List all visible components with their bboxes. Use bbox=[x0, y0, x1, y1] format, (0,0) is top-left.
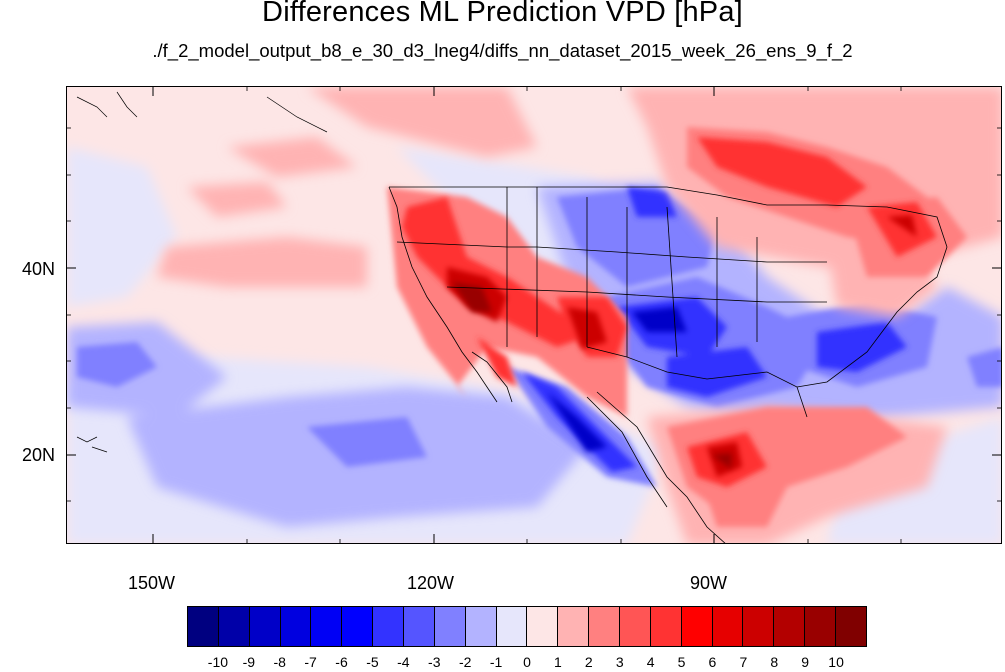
colorbar-swatch bbox=[712, 607, 744, 646]
colorbar-swatch bbox=[434, 607, 466, 646]
colorbar-tick-label: 4 bbox=[646, 654, 655, 670]
colorbar-swatch bbox=[188, 607, 219, 646]
colorbar-tick-label: 10 bbox=[828, 654, 844, 670]
vpd-difference-field bbox=[67, 87, 1001, 543]
colorbar-tick-label: -9 bbox=[242, 654, 256, 670]
colorbar-swatch bbox=[465, 607, 497, 646]
colorbar-swatch bbox=[311, 607, 343, 646]
colorbar-swatch bbox=[342, 607, 374, 646]
colorbar-tick-label: -1 bbox=[489, 654, 503, 670]
colorbar-tick-label: -7 bbox=[304, 654, 317, 670]
colorbar-swatch bbox=[620, 607, 651, 646]
colorbar-swatch bbox=[373, 607, 405, 646]
colorbar-tick-label: 6 bbox=[708, 654, 717, 670]
colorbar-tick-label: -8 bbox=[273, 654, 286, 670]
colorbar-tick-label: -2 bbox=[458, 654, 472, 670]
colorbar-swatch bbox=[280, 607, 312, 646]
colorbar-swatch bbox=[218, 607, 250, 646]
lon-label-120w: 120W bbox=[407, 573, 455, 593]
lon-label-90w: 90W bbox=[690, 573, 728, 593]
lon-label-150w: 150W bbox=[128, 573, 176, 593]
colorbar-tick-label: 8 bbox=[770, 654, 779, 670]
colorbar-swatch bbox=[774, 607, 806, 646]
lat-label-40n: 40N bbox=[22, 259, 56, 279]
colorbar-tick-label: 5 bbox=[677, 654, 686, 670]
colorbar-tick-label: -6 bbox=[335, 654, 348, 670]
coastline-overlay bbox=[388, 186, 948, 543]
colorbar-swatch bbox=[743, 607, 775, 646]
colorbar-tick-label: -10 bbox=[207, 654, 229, 670]
colorbar-tick-label: -5 bbox=[366, 654, 379, 670]
colorbar-tick-label: 0 bbox=[523, 654, 531, 670]
colorbar-swatch bbox=[650, 607, 682, 646]
colorbar-swatch bbox=[404, 607, 435, 646]
plot-title: Differences ML Prediction VPD [hPa] bbox=[262, 0, 743, 28]
colorbar-tick-label: 9 bbox=[801, 654, 810, 670]
colorbar-tick-label: -4 bbox=[397, 654, 410, 670]
colorbar-swatch bbox=[836, 607, 866, 646]
colorbar-swatch bbox=[805, 607, 837, 646]
colorbar-tick-label: 1 bbox=[554, 654, 562, 670]
colorbar-swatch bbox=[496, 607, 528, 646]
colorbar bbox=[187, 606, 867, 647]
colorbar-tick-label: 3 bbox=[615, 654, 624, 670]
colorbar-swatch bbox=[527, 607, 559, 646]
lat-label-20n: 20N bbox=[22, 445, 56, 465]
colorbar-tick-label: -3 bbox=[428, 654, 441, 670]
colorbar-swatch bbox=[681, 607, 713, 646]
map-panel bbox=[66, 86, 1002, 544]
colorbar-tick-label: 7 bbox=[739, 654, 748, 670]
colorbar-swatch bbox=[589, 607, 621, 646]
colorbar-swatch bbox=[249, 607, 281, 646]
plot-subtitle: ./f_2_model_output_b8_e_30_d3_lneg4/diff… bbox=[152, 40, 853, 61]
colorbar-swatch bbox=[558, 607, 590, 646]
colorbar-tick-label: 2 bbox=[584, 654, 593, 670]
